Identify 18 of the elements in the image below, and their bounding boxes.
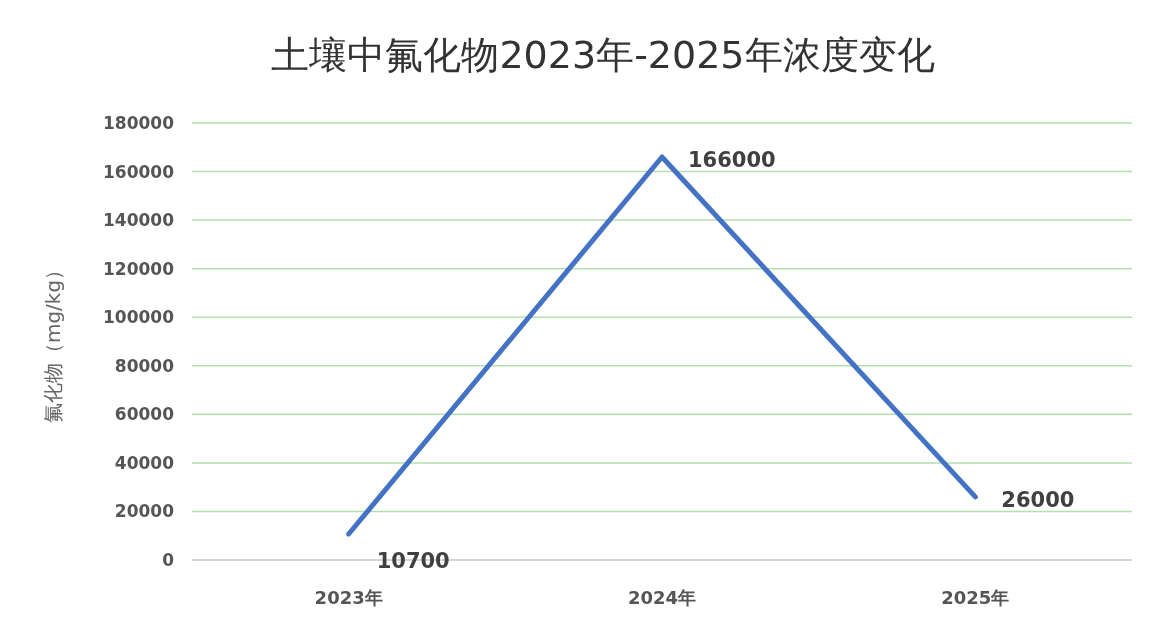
y-tick-label: 60000: [114, 404, 175, 425]
y-axis-title: 氟化物（mg/kg）: [41, 259, 65, 424]
y-tick-label: 0: [162, 550, 175, 570]
y-tick-label: 40000: [114, 452, 175, 473]
y-tick-label: 20000: [114, 501, 175, 522]
y-tick-label: 160000: [103, 161, 175, 182]
x-tick-label: 2023年: [314, 587, 383, 608]
data-label: 26000: [1001, 487, 1075, 512]
y-tick-label: 140000: [103, 210, 175, 231]
y-tick-label: 180000: [103, 113, 175, 133]
data-label: 10700: [376, 549, 450, 574]
x-tick-label: 2025年: [941, 587, 1010, 608]
title: 土壤中氟化物2023年-2025年浓度变化: [271, 33, 935, 77]
y-tick-label: 80000: [114, 355, 175, 376]
y-tick-label: 100000: [103, 307, 175, 328]
x-tick-label: 2024年: [627, 587, 697, 608]
y-tick-label: 120000: [103, 258, 175, 279]
data-label: 166000: [688, 147, 776, 172]
